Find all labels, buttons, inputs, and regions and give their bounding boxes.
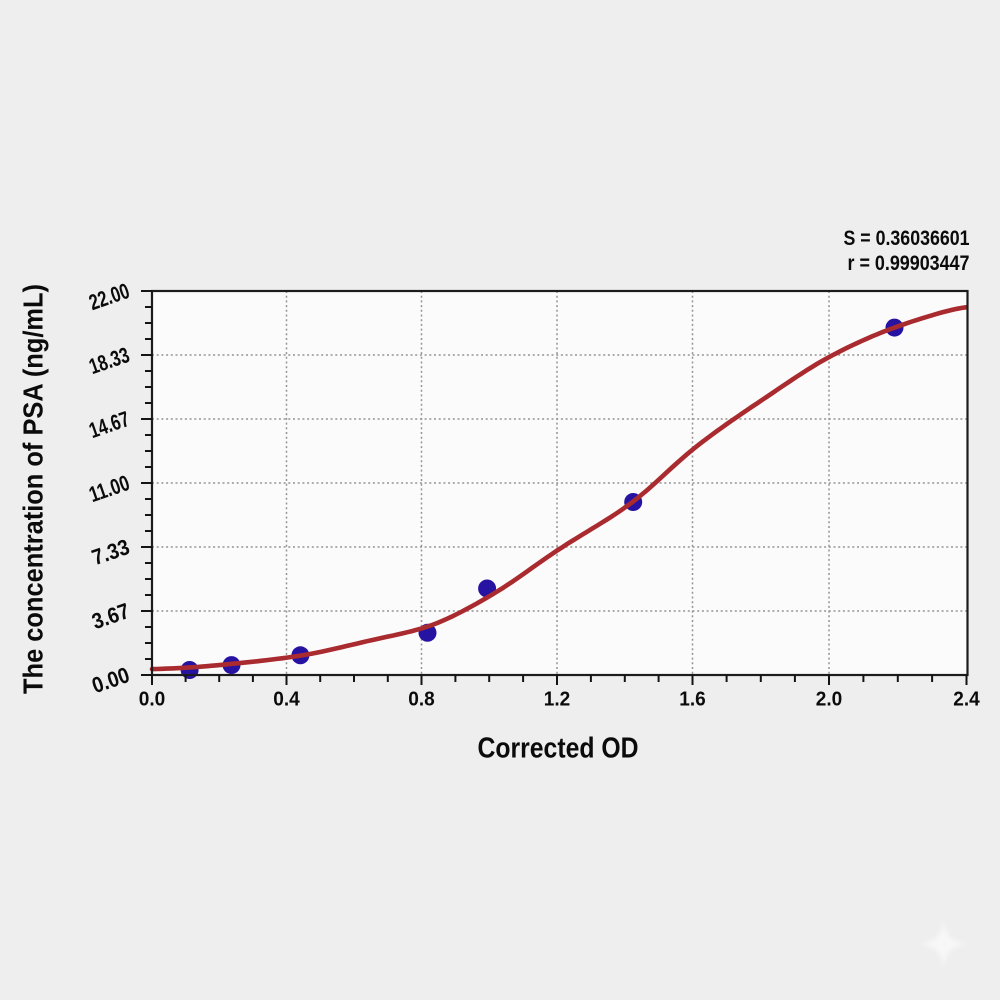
svg-text:1.2: 1.2 [544, 689, 571, 711]
svg-text:Corrected OD: Corrected OD [478, 733, 639, 765]
svg-text:2.0: 2.0 [816, 689, 843, 711]
svg-text:The concentration of PSA (ng/m: The concentration of PSA (ng/mL) [17, 284, 48, 694]
svg-text:2.4: 2.4 [953, 689, 980, 711]
svg-text:1.6: 1.6 [679, 689, 706, 711]
svg-text:0.8: 0.8 [408, 689, 435, 711]
svg-text:S = 0.36036601: S = 0.36036601 [844, 226, 970, 250]
svg-text:r = 0.99903447: r = 0.99903447 [848, 251, 970, 275]
svg-text:0.0: 0.0 [139, 689, 166, 711]
svg-text:0.4: 0.4 [273, 689, 300, 711]
